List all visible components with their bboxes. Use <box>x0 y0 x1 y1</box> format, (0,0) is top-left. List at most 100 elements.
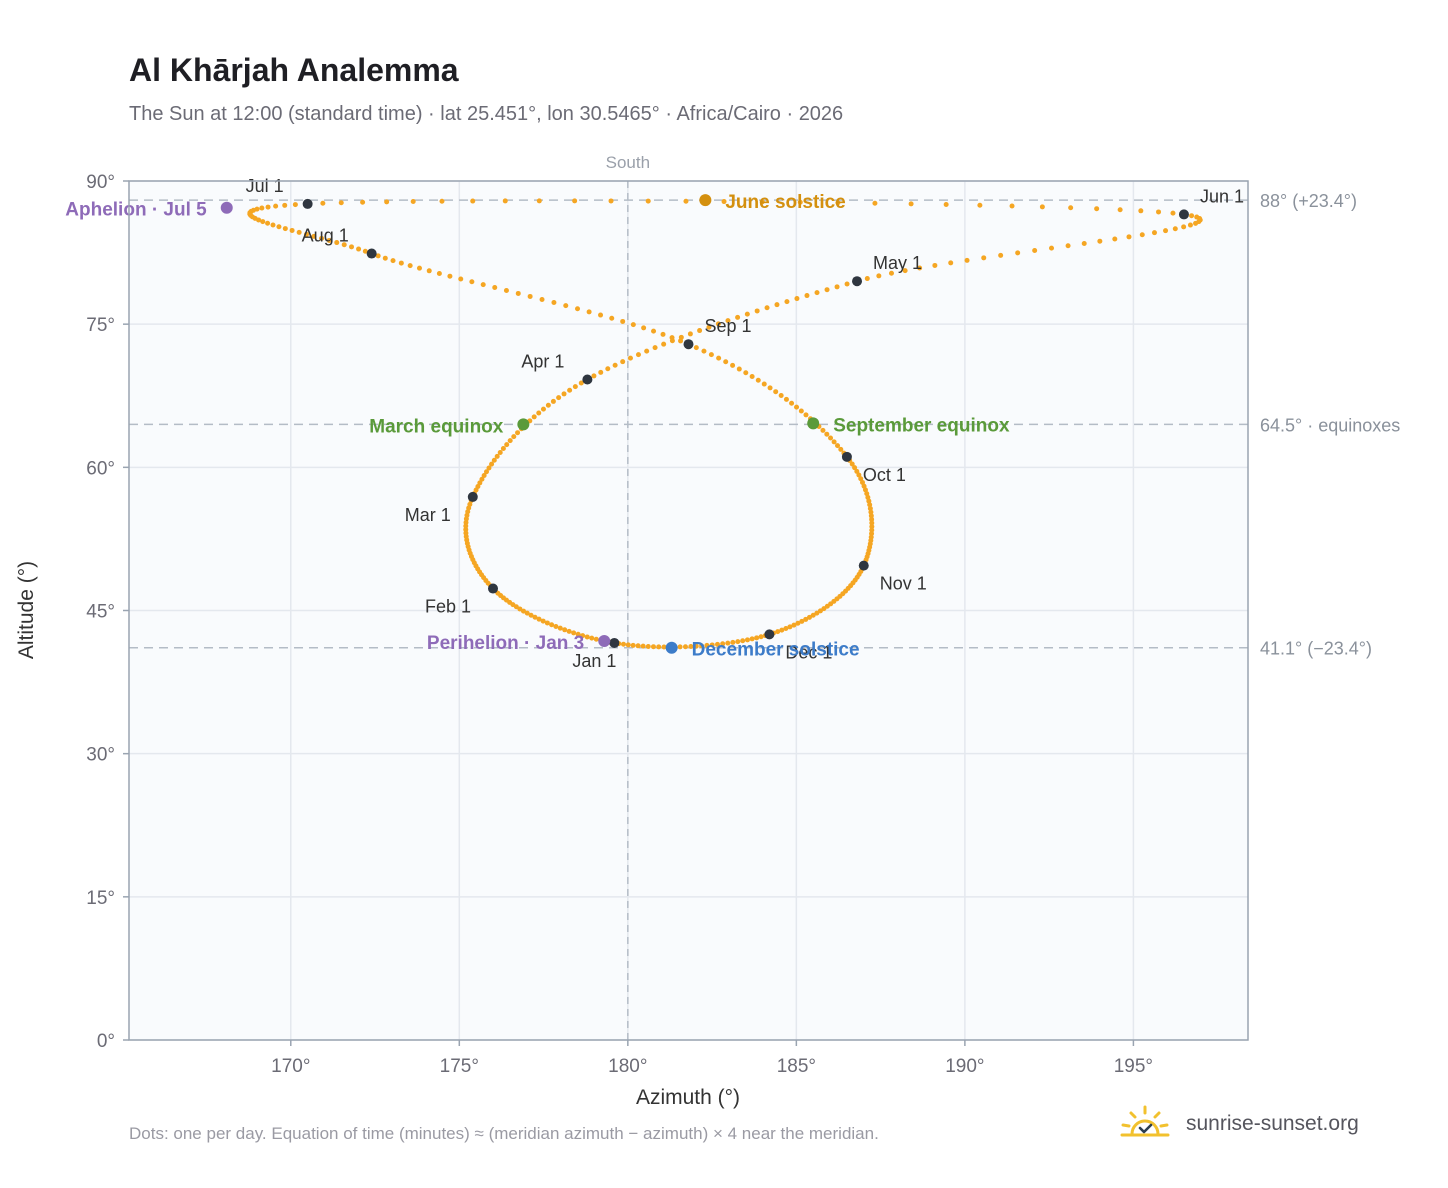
daily-sun-dot <box>625 642 631 648</box>
daily-sun-dot <box>964 257 970 263</box>
daily-sun-dot <box>410 199 416 205</box>
daily-sun-dot <box>1015 250 1021 256</box>
month-marker <box>488 583 499 594</box>
daily-sun-dot <box>849 461 855 467</box>
daily-sun-dot <box>630 322 636 328</box>
daily-sun-dot <box>758 634 764 640</box>
y-tick-label: 75° <box>86 315 115 336</box>
y-tick-label: 45° <box>86 602 115 623</box>
daily-sun-dot <box>1068 205 1074 211</box>
brand-logo[interactable]: sunrise-sunset.org <box>1118 1102 1359 1146</box>
daily-sun-dot <box>1117 207 1123 213</box>
daily-sun-dot <box>567 387 573 393</box>
month-label: Jun 1 <box>1200 186 1244 206</box>
month-label: Jul 1 <box>246 176 284 196</box>
daily-sun-dot <box>754 635 760 641</box>
daily-sun-dot <box>645 198 651 204</box>
daily-sun-dot <box>598 369 604 375</box>
brand-name: sunrise-sunset.org <box>1186 1112 1359 1135</box>
daily-sun-dot <box>754 308 760 314</box>
daily-sun-dot <box>716 355 722 361</box>
daily-sun-dot <box>820 427 826 433</box>
daily-sun-dot <box>562 627 568 633</box>
month-label: Feb 1 <box>425 597 471 617</box>
chart-subtitle: The Sun at 12:00 (standard time) · lat 2… <box>129 103 844 125</box>
daily-sun-dot <box>943 202 949 208</box>
daily-sun-dot <box>492 285 498 291</box>
reference-lines: South 88° (+23.4°) 64.5° · equinoxes 41.1° … <box>129 153 1400 1040</box>
event-marker <box>220 201 233 214</box>
daily-sun-dot <box>730 362 736 368</box>
daily-sun-dot <box>1170 210 1176 216</box>
daily-sun-dot <box>311 233 317 239</box>
event-marker <box>807 417 820 430</box>
event-marker <box>699 194 712 207</box>
daily-sun-dot <box>536 198 542 204</box>
daily-sun-dot <box>764 305 770 311</box>
daily-sun-dot <box>463 523 469 529</box>
daily-sun-dot <box>908 201 914 207</box>
event-label: Aphelion · Jul 5 <box>65 200 207 221</box>
sun-logo-icon <box>1120 1105 1170 1137</box>
daily-sun-dot <box>868 513 874 519</box>
daily-sun-dot <box>660 331 666 337</box>
daily-sun-dot <box>621 641 627 647</box>
daily-sun-dot <box>701 348 707 354</box>
daily-sun-dot <box>714 641 720 647</box>
daily-sun-dot <box>536 616 542 622</box>
daily-sun-dot <box>687 331 693 337</box>
reference-line-label: 41.1° (−23.4°) <box>1260 639 1372 659</box>
month-marker <box>852 276 863 287</box>
daily-sun-dot <box>783 396 789 402</box>
event-label: September equinox <box>833 415 1010 436</box>
daily-sun-dot <box>470 198 476 204</box>
daily-sun-dot <box>1112 236 1118 242</box>
daily-sun-dot <box>398 260 404 266</box>
daily-sun-dot <box>527 293 533 299</box>
daily-sun-dot <box>384 199 390 205</box>
daily-sun-dot <box>609 315 615 321</box>
daily-sun-dot <box>693 345 699 351</box>
daily-sun-dot <box>798 408 804 414</box>
daily-sun-dot <box>775 629 781 635</box>
month-marker <box>467 491 478 502</box>
daily-sun-dot <box>723 359 729 365</box>
daily-sun-dot <box>531 414 537 420</box>
daily-sun-dot <box>859 479 865 485</box>
daily-sun-dot <box>289 227 295 233</box>
daily-sun-dot <box>480 282 486 288</box>
daily-sun-dot <box>627 355 633 361</box>
daily-sun-dot <box>656 644 662 650</box>
markers <box>220 194 1189 654</box>
daily-sun-dot <box>572 198 578 204</box>
daily-sun-dot <box>869 524 875 530</box>
daily-sun-dot <box>544 620 550 626</box>
daily-sun-dot <box>515 430 521 436</box>
daily-sun-dot <box>917 265 923 271</box>
daily-sun-dot <box>598 312 604 318</box>
daily-sun-dot <box>390 258 396 264</box>
daily-sun-dot <box>536 410 542 416</box>
daily-sun-dot <box>532 614 538 620</box>
daily-sun-dot <box>888 270 894 276</box>
daily-sun-dot <box>651 328 657 334</box>
month-marker <box>683 339 694 350</box>
daily-sun-dot <box>539 296 545 302</box>
daily-sun-dot <box>806 614 812 620</box>
daily-sun-dot <box>1194 214 1200 220</box>
daily-sun-dot <box>326 237 332 243</box>
daily-sun-dot <box>817 608 823 614</box>
y-tick-label: 15° <box>86 888 115 909</box>
daily-sun-dot <box>578 380 584 386</box>
x-tick-label: 180° <box>608 1056 647 1077</box>
daily-sun-dot <box>557 625 563 631</box>
daily-sun-dot <box>838 446 844 452</box>
event-marker <box>665 641 678 654</box>
daily-sun-dot <box>1138 208 1144 214</box>
daily-sun-dot <box>644 348 650 354</box>
daily-sun-dot <box>265 220 271 226</box>
daily-sun-dot <box>828 435 834 441</box>
daily-sun-dot <box>483 469 489 475</box>
month-marker <box>582 374 593 385</box>
